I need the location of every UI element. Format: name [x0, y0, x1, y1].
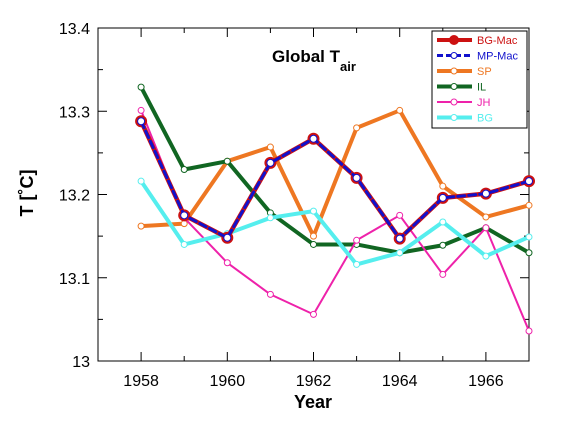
axes: 1958 1960 1962 1964 1966 13 13.1 13.2 13.3 13.4 [59, 21, 530, 390]
data-point [438, 193, 447, 202]
data-point [439, 241, 447, 249]
legend-label: BG [477, 113, 493, 125]
x-axis-label: Year [294, 392, 332, 412]
data-point [525, 201, 533, 209]
data-point [525, 177, 533, 186]
data-point [223, 157, 231, 165]
data-point [310, 310, 317, 318]
legend-box [431, 30, 528, 129]
data-point [180, 211, 189, 220]
y-tick-label: 13 [72, 354, 90, 371]
data-point [180, 166, 188, 174]
x-tick-label: 1964 [382, 373, 418, 390]
legend-item: SP [437, 66, 492, 78]
legend-item: BG [437, 113, 493, 125]
legend-swatch-marker [450, 67, 458, 75]
legend-swatch-marker [450, 98, 458, 106]
data-point [482, 252, 490, 260]
data-point [396, 106, 404, 114]
x-tick-label: 1962 [296, 373, 332, 390]
y-tick-label: 13.2 [59, 188, 90, 205]
data-point [266, 158, 275, 167]
series-line [139, 119, 531, 241]
data-point [137, 222, 145, 230]
data-point [396, 211, 404, 219]
legend-swatch-marker [450, 83, 458, 90]
y-axis-label: T [˚C] [17, 170, 37, 217]
legend-item: JH [437, 97, 491, 109]
legend-label: IL [477, 82, 486, 94]
data-point [137, 83, 145, 91]
series-layer [135, 83, 535, 335]
data-point [482, 213, 490, 221]
data-point [309, 134, 318, 143]
legend-label: SP [477, 66, 492, 78]
data-point [266, 290, 274, 298]
data-point [439, 270, 447, 278]
data-point [310, 207, 317, 215]
data-point [266, 143, 274, 151]
series-line [139, 108, 531, 239]
x-tick-label: 1960 [210, 373, 246, 390]
data-point [137, 117, 146, 126]
data-point [266, 214, 274, 222]
series-bg [137, 177, 533, 268]
y-tick-label: 13.3 [59, 104, 90, 121]
legend: BG-Mac MP-Mac SP IL JH BG [431, 30, 528, 129]
y-tick-label: 13.4 [59, 21, 90, 38]
legend-item: MP-Mac [437, 51, 518, 63]
data-point [353, 124, 361, 132]
data-point [352, 173, 361, 182]
data-point [525, 233, 533, 241]
series-sp [137, 106, 533, 240]
data-point [481, 189, 490, 198]
legend-swatch-marker [450, 52, 458, 59]
data-point [396, 249, 404, 257]
data-point [482, 224, 490, 232]
data-point [439, 218, 447, 226]
legend-swatch-marker [449, 35, 459, 45]
legend-item: BG-Mac [437, 35, 518, 47]
data-point [353, 260, 361, 268]
chart-title-subscript: air [340, 59, 356, 74]
data-point [137, 177, 145, 185]
y-tick-label: 13.1 [59, 271, 90, 288]
data-point [180, 240, 188, 248]
legend-label: JH [477, 97, 491, 109]
legend-swatch-marker [450, 114, 458, 121]
data-point [137, 106, 145, 114]
x-tick-label: 1966 [468, 373, 504, 390]
chart-title-main: Global T [272, 47, 341, 66]
data-point [525, 249, 533, 257]
series-line [139, 179, 531, 267]
data-point [395, 234, 404, 243]
x-tick-label: 1958 [123, 373, 159, 390]
data-point [180, 220, 188, 228]
data-point [310, 232, 317, 240]
series-mp-mac [137, 117, 533, 243]
data-point [353, 236, 361, 244]
data-point [439, 182, 447, 190]
legend-label: BG-Mac [477, 35, 518, 47]
data-point [223, 233, 232, 242]
legend-item: IL [437, 82, 486, 94]
chart-title: Global Tair [272, 47, 356, 74]
data-point [223, 259, 231, 267]
legend-label: MP-Mac [477, 51, 518, 63]
data-point [310, 240, 317, 248]
data-point [525, 327, 533, 335]
